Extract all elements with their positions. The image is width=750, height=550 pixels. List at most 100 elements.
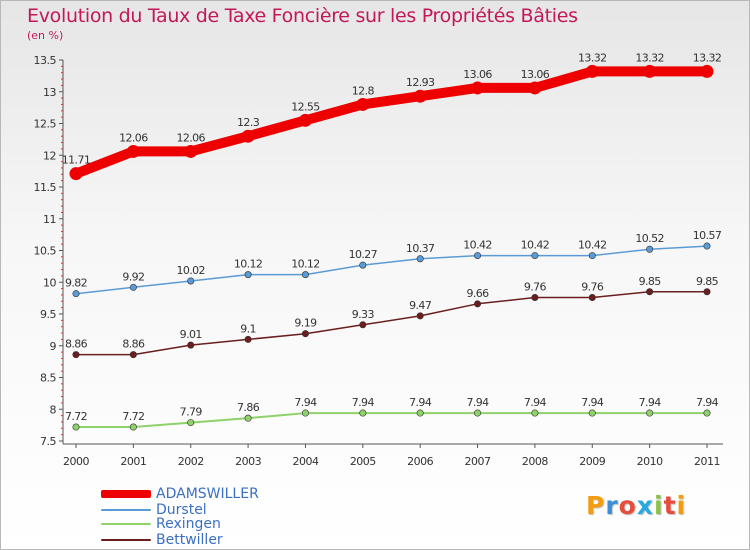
data-point	[301, 409, 309, 417]
legend-label: Rexingen	[156, 516, 221, 532]
data-point	[359, 321, 367, 329]
y-tick-label: 9.5	[40, 308, 56, 321]
data-label: 7.94	[409, 396, 432, 409]
data-point	[413, 89, 427, 103]
data-label: 7.94	[639, 396, 662, 409]
data-label: 11.71	[62, 154, 91, 167]
data-point	[416, 409, 424, 417]
x-tick-label: 2010	[637, 455, 663, 468]
data-label: 7.94	[466, 396, 489, 409]
data-point	[643, 64, 657, 78]
data-label: 10.42	[578, 239, 607, 252]
data-point	[471, 81, 485, 95]
data-label: 9.82	[65, 277, 87, 290]
data-point	[244, 414, 252, 422]
data-point	[129, 283, 137, 291]
data-label: 10.12	[291, 258, 320, 271]
y-tick-label: 9	[50, 340, 57, 353]
data-label: 9.47	[409, 299, 432, 312]
data-label: 13.32	[578, 51, 607, 64]
data-label: 7.72	[122, 410, 144, 423]
data-point	[244, 271, 252, 279]
series-line-rexingen	[75, 412, 708, 428]
data-point	[301, 330, 309, 338]
data-label: 10.27	[349, 248, 378, 261]
x-tick-label: 2008	[522, 455, 548, 468]
data-point	[359, 261, 367, 269]
data-point	[416, 312, 424, 320]
data-point	[531, 409, 539, 417]
data-label: 7.94	[696, 396, 719, 409]
data-label: 9.85	[696, 275, 719, 288]
data-point	[646, 409, 654, 417]
data-point	[474, 252, 482, 260]
legend-label: Durstel	[156, 502, 207, 518]
data-point	[126, 144, 140, 158]
legend-label: ADAMSWILLER	[156, 486, 259, 502]
x-tick-label: 2009	[579, 455, 605, 468]
data-label: 9.01	[180, 328, 202, 341]
legend-item-durstel: Durstel	[101, 502, 207, 518]
data-point	[298, 113, 312, 127]
data-point	[129, 423, 137, 431]
data-point	[187, 419, 195, 427]
logo-letter: r	[605, 491, 619, 520]
data-label: 8.86	[65, 338, 88, 351]
data-label: 10.02	[176, 264, 205, 277]
data-point	[703, 409, 711, 417]
x-tick-label: 2007	[465, 455, 491, 468]
x-tick-label: 2003	[235, 455, 261, 468]
logo-letter: t	[663, 491, 677, 520]
y-tick-label: 11.5	[34, 181, 57, 194]
data-point	[72, 290, 80, 298]
data-point	[588, 409, 596, 417]
logo-letter: o	[618, 491, 637, 520]
data-point	[184, 144, 198, 158]
legend-swatch	[101, 490, 151, 498]
data-label: 12.06	[176, 131, 205, 144]
data-label: 13.06	[463, 68, 492, 81]
proxiti-logo: Proxiti	[586, 491, 686, 520]
legend-label: Bettwiller	[156, 532, 223, 548]
data-point	[588, 293, 596, 301]
data-label: 7.79	[180, 406, 203, 419]
data-label: 12.3	[237, 116, 260, 129]
data-point	[359, 409, 367, 417]
data-label: 10.12	[234, 258, 263, 271]
data-point	[187, 277, 195, 285]
x-tick-label: 2006	[407, 455, 433, 468]
y-tick-label: 10	[43, 276, 56, 289]
data-label: 9.85	[639, 275, 662, 288]
data-label: 9.76	[581, 280, 604, 293]
data-point	[646, 288, 654, 296]
data-point	[301, 271, 309, 279]
y-tick-label: 7.5	[40, 435, 56, 448]
data-label: 10.42	[463, 239, 492, 252]
series-line-adamswiller	[71, 66, 712, 179]
chart-title: Evolution du Taux de Taxe Foncière sur l…	[27, 5, 578, 27]
legend-item-rexingen: Rexingen	[101, 516, 221, 532]
data-label: 9.1	[240, 322, 256, 335]
data-label: 7.86	[237, 401, 260, 414]
data-point	[474, 409, 482, 417]
data-point	[700, 64, 714, 78]
data-point	[72, 423, 80, 431]
data-point	[244, 335, 252, 343]
data-point	[416, 255, 424, 263]
legend-item-bettwiller: Bettwiller	[101, 532, 223, 548]
data-point	[241, 129, 255, 143]
data-label: 12.55	[291, 100, 320, 113]
logo-letter: x	[636, 491, 654, 520]
x-tick-label: 2004	[292, 455, 318, 468]
data-label: 10.52	[635, 232, 664, 245]
logo-letter: P	[586, 491, 606, 520]
x-tick-label: 2002	[178, 455, 204, 468]
data-label: 12.8	[352, 84, 375, 97]
data-label: 7.94	[581, 396, 604, 409]
data-point	[585, 64, 599, 78]
data-label: 12.06	[119, 131, 148, 144]
series-line-durstel	[75, 245, 708, 295]
chart-unit-label: (en %)	[27, 29, 64, 42]
